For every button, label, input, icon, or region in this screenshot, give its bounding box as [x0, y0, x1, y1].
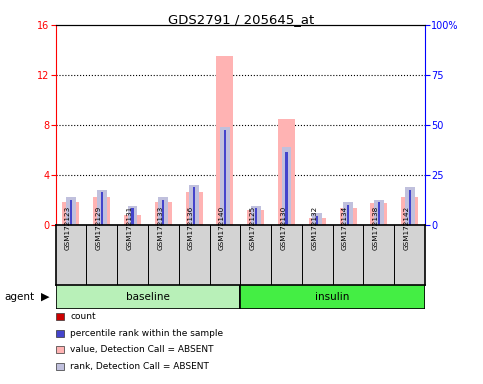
Bar — [189, 185, 199, 225]
Bar — [285, 152, 287, 225]
Bar — [100, 192, 103, 225]
Text: GSM172131: GSM172131 — [127, 206, 132, 250]
Bar — [158, 197, 168, 225]
Text: insulin: insulin — [315, 292, 350, 302]
Bar — [316, 216, 318, 225]
Text: GSM172140: GSM172140 — [219, 206, 225, 250]
Bar — [223, 219, 227, 225]
Bar — [240, 285, 425, 309]
Bar — [124, 215, 141, 225]
Bar — [100, 219, 103, 225]
Text: rank, Detection Call = ABSENT: rank, Detection Call = ABSENT — [70, 362, 209, 371]
Bar — [155, 202, 172, 225]
Text: ▶: ▶ — [41, 292, 49, 302]
Bar — [247, 210, 264, 225]
Bar — [70, 200, 72, 225]
Text: GSM172129: GSM172129 — [96, 206, 102, 250]
Bar — [162, 219, 165, 225]
Bar — [370, 204, 387, 225]
Bar — [131, 220, 134, 225]
Bar — [62, 202, 79, 225]
Bar — [282, 147, 291, 225]
Bar — [254, 222, 257, 225]
Bar — [401, 197, 418, 225]
Text: GSM172133: GSM172133 — [157, 206, 163, 250]
Text: GSM172125: GSM172125 — [250, 206, 256, 250]
Text: value, Detection Call = ABSENT: value, Detection Call = ABSENT — [70, 345, 213, 354]
Bar — [185, 192, 202, 225]
Bar — [255, 209, 257, 225]
Bar — [405, 187, 414, 225]
Bar — [224, 130, 226, 225]
Bar — [346, 220, 350, 225]
Bar — [377, 219, 381, 225]
Bar — [128, 206, 138, 225]
Bar — [343, 202, 353, 225]
Bar — [220, 127, 230, 225]
Bar — [378, 202, 380, 225]
Bar — [93, 197, 110, 225]
Text: GSM172142: GSM172142 — [404, 206, 410, 250]
Bar — [316, 222, 319, 225]
Bar — [309, 218, 326, 225]
Bar — [347, 205, 349, 225]
Bar — [131, 209, 134, 225]
Text: baseline: baseline — [126, 292, 170, 302]
Bar — [193, 219, 196, 225]
Bar — [340, 209, 356, 225]
Bar — [285, 219, 288, 225]
Bar — [70, 219, 72, 225]
Bar — [162, 200, 164, 225]
Bar — [97, 190, 107, 225]
Text: GSM172136: GSM172136 — [188, 206, 194, 250]
Bar — [409, 190, 411, 225]
Bar — [313, 214, 322, 225]
Text: GSM172134: GSM172134 — [342, 206, 348, 250]
Text: GDS2791 / 205645_at: GDS2791 / 205645_at — [169, 13, 314, 26]
Bar — [374, 200, 384, 225]
Text: agent: agent — [5, 292, 35, 302]
Bar — [251, 206, 261, 225]
Text: GSM172132: GSM172132 — [311, 206, 317, 250]
Bar — [216, 56, 233, 225]
Text: GSM172123: GSM172123 — [65, 206, 71, 250]
Bar — [278, 119, 295, 225]
Bar — [408, 219, 411, 225]
Bar — [66, 197, 76, 225]
Bar — [193, 187, 195, 225]
Bar — [56, 285, 241, 309]
Text: percentile rank within the sample: percentile rank within the sample — [70, 329, 223, 338]
Text: count: count — [70, 312, 96, 321]
Text: GSM172130: GSM172130 — [281, 206, 286, 250]
Text: GSM172138: GSM172138 — [373, 206, 379, 250]
